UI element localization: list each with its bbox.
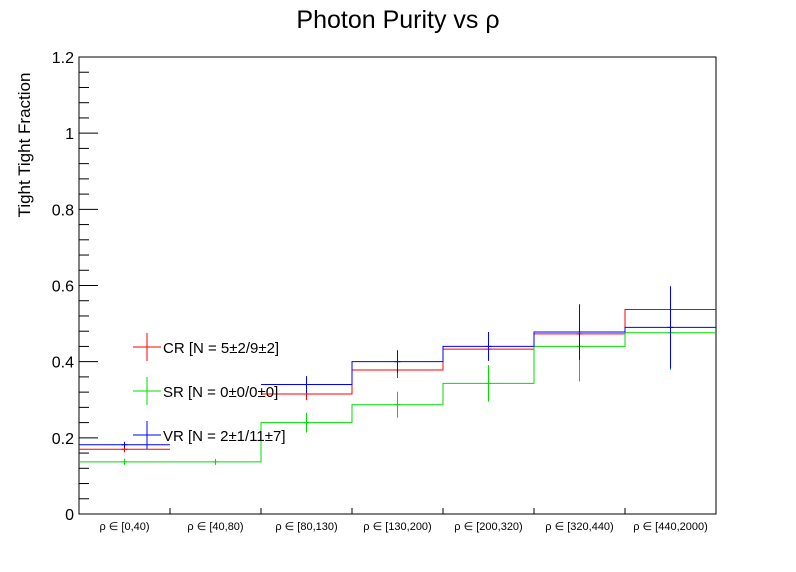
y-axis: 0 0.2 0.4 0.6 0.8 1 1.2: [52, 50, 98, 524]
y-tick-label: 1: [65, 126, 74, 143]
x-tick-label: ρ ∈ [130,200): [363, 521, 431, 533]
x-tick-label: ρ ∈ [80,130): [275, 521, 337, 533]
y-tick-label: 0.6: [52, 279, 74, 296]
y-tick-label: 0.2: [52, 431, 74, 448]
legend-label: VR [N = 2±1/11±7]: [163, 428, 286, 445]
series-2: [79, 286, 716, 448]
series-layer: [79, 286, 716, 465]
y-axis-label: Tight Tight Fraction: [15, 73, 34, 218]
y-tick-label: 0.4: [52, 355, 74, 372]
chart-title: Photon Purity vs ρ: [296, 6, 499, 34]
legend: CR [N = 5±2/9±2] SR [N = 0±0/0±0] VR [N = …: [133, 333, 286, 449]
plot-frame: [78, 56, 717, 515]
y-tick-label: 1.2: [52, 50, 74, 67]
x-tick-label: ρ ∈ [440,2000): [633, 521, 708, 533]
series-step-line: [79, 332, 716, 463]
x-tick-label: ρ ∈ [320,440): [545, 521, 613, 533]
y-tick-label: 0.8: [52, 202, 74, 219]
x-tick-label: ρ ∈ [200,320): [454, 521, 522, 533]
x-tick-label: ρ ∈ [0,40): [99, 521, 149, 533]
legend-label: SR [N = 0±0/0±0]: [163, 384, 278, 401]
y-tick-label: 0: [65, 507, 74, 524]
legend-label: CR [N = 5±2/9±2]: [163, 340, 279, 357]
x-tick-label: ρ ∈ [40,80): [187, 521, 243, 533]
x-axis: ρ ∈ [0,40) ρ ∈ [40,80) ρ ∈ [80,130) ρ ∈ [13…: [99, 508, 708, 533]
